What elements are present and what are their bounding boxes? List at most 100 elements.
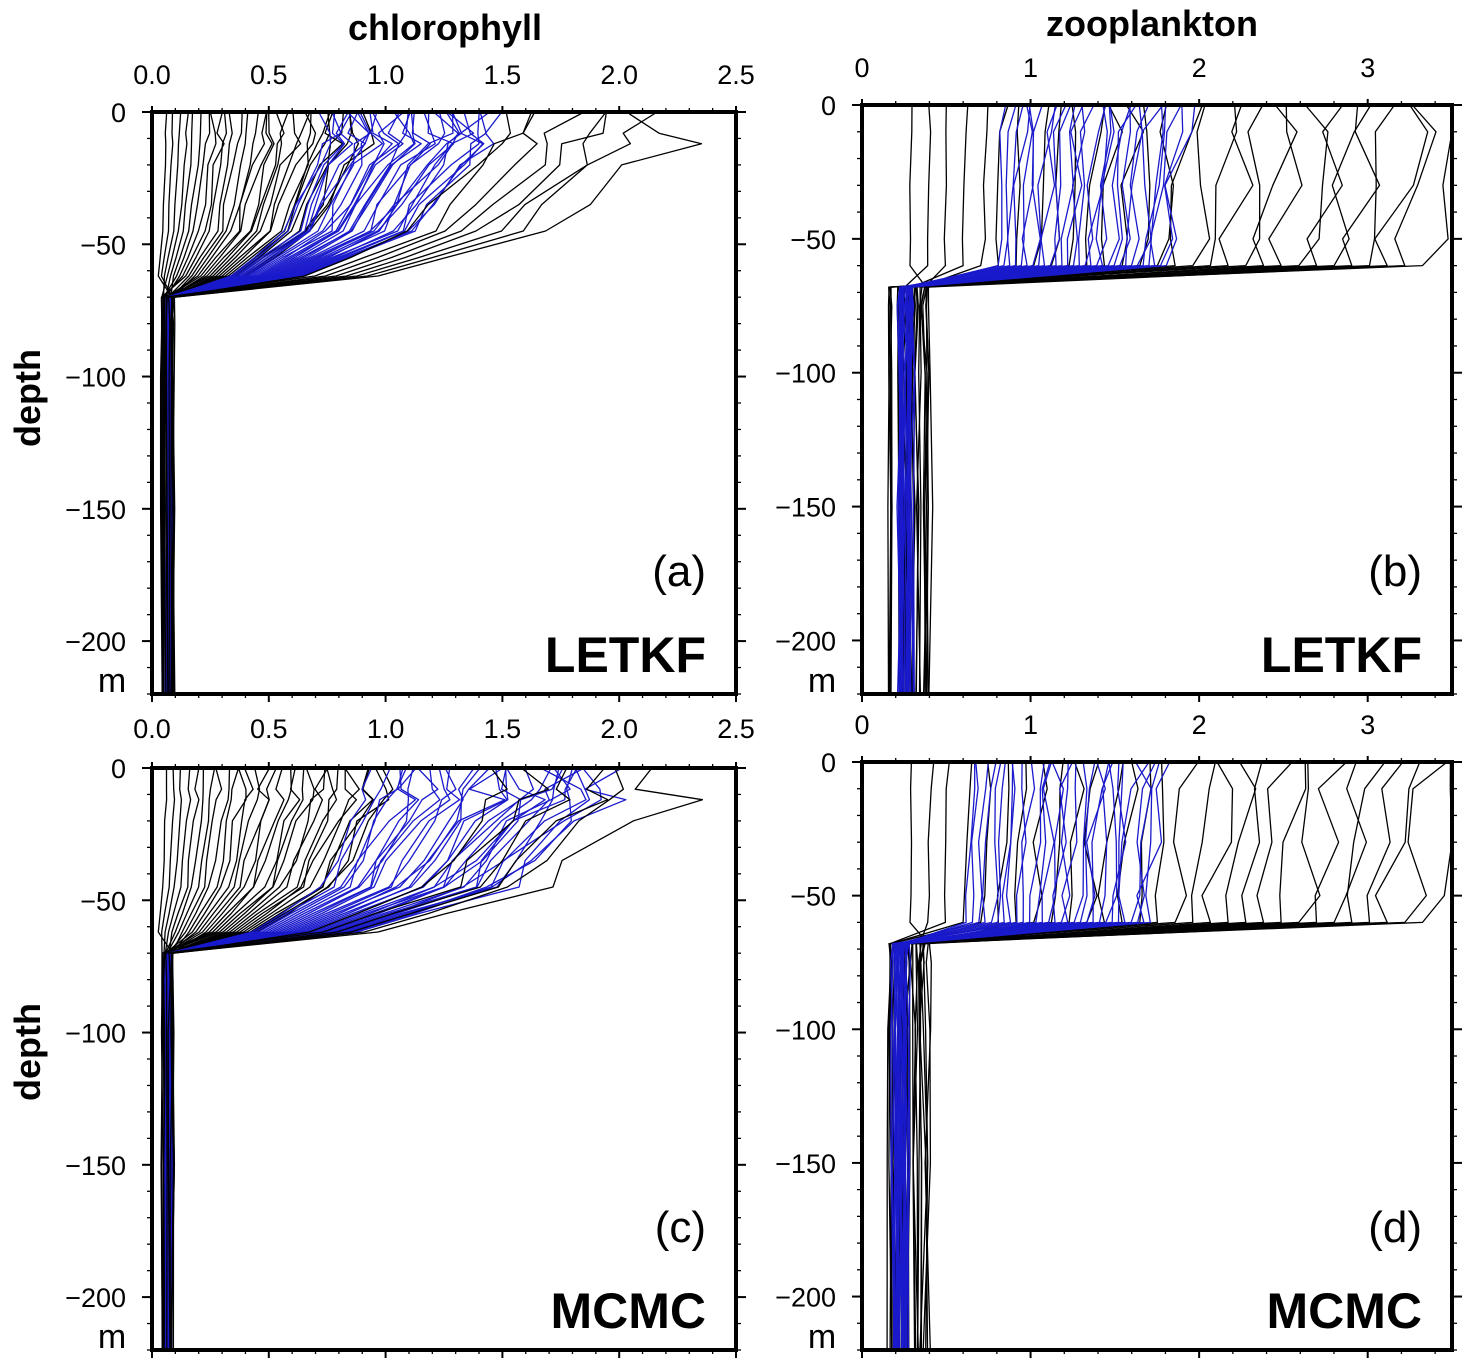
profile-line-a-s1-8	[165, 111, 370, 695]
method-label-d: MCMC	[1266, 1283, 1422, 1339]
y-tick-label-b-4: −200	[775, 626, 836, 656]
x-tick-label-bottom-a-2: 1.0	[367, 714, 405, 744]
x-tick-label-bottom-a-3: 1.5	[484, 714, 522, 744]
profile-line-a-s2-0	[170, 111, 512, 695]
profile-line-b-s0-26	[888, 104, 1396, 695]
unit-label-b: m	[808, 662, 836, 700]
profile-line-b-s1-13	[908, 104, 1086, 695]
x-tick-label-top-a-2: 1.0	[367, 60, 405, 90]
profile-line-c-s1-15	[168, 767, 506, 1351]
profile-line-b-s1-28	[899, 104, 1184, 695]
profile-line-d-s1-27	[900, 761, 1157, 1351]
profile-line-c-s0-20	[168, 767, 326, 1351]
profile-line-a-s0-28	[161, 111, 360, 695]
x-tick-label-top-d-1: 1	[1023, 710, 1038, 740]
x-tick-label-top-b-0: 0	[854, 53, 869, 83]
row-title-depth-bottom: depth	[7, 1003, 48, 1101]
profile-line-a-s1-31	[166, 111, 503, 695]
y-tick-label-c-3: −150	[65, 1151, 126, 1181]
plot-frame-c	[150, 766, 738, 1352]
profile-line-b-s1-18	[900, 104, 1115, 695]
y-tick-label-b-2: −100	[775, 359, 836, 389]
profile-line-d-s0-13	[900, 761, 1152, 1351]
profile-line-a-s1-30	[167, 111, 487, 695]
profile-line-d-s0-11	[903, 761, 1124, 1351]
profile-line-a-s2-2	[170, 111, 538, 695]
x-tick-label-bottom-a-0: 0.0	[133, 714, 171, 744]
y-tick-label-c-2: −100	[65, 1019, 126, 1049]
method-label-a: LETKF	[545, 627, 706, 683]
profile-line-a-s1-11	[166, 111, 400, 695]
profile-line-b-s1-25	[898, 104, 1167, 694]
y-tick-label-c-0: 0	[111, 754, 126, 784]
profile-line-c-s0-23	[165, 767, 339, 1351]
y-tick-label-d-4: −200	[775, 1283, 836, 1313]
panel-d-zooplankton-mcmc: 0 1 2 3 0 −50 −100 −150 −200 m (d) MCMC	[775, 710, 1462, 1358]
profile-line-a-s1-15	[165, 111, 416, 695]
y-tick-label-a-0: 0	[111, 98, 126, 128]
profile-line-b-s1-19	[905, 104, 1132, 695]
profile-line-a-s1-28	[167, 111, 490, 695]
profile-line-b-s0-12	[905, 104, 1145, 695]
profile-line-b-s1-23	[896, 104, 1150, 695]
method-label-c: MCMC	[550, 1283, 706, 1339]
profile-line-a-s0-17	[166, 111, 285, 695]
profile-line-a-s2-5	[165, 111, 607, 695]
panel-label-d: (d)	[1368, 1203, 1422, 1252]
y-tick-label-d-0: 0	[821, 748, 836, 778]
profile-line-a-s0-20	[168, 111, 311, 695]
x-tick-label-top-d-3: 3	[1360, 710, 1375, 740]
profile-line-c-s1-18	[168, 767, 522, 1351]
profile-line-b-s0-10	[924, 104, 1106, 695]
profile-line-b-s1-29	[908, 104, 1196, 695]
profile-line-a-s1-13	[165, 111, 404, 695]
profile-line-b-s0-9	[910, 104, 1077, 695]
profile-line-d-s0-18	[917, 761, 1257, 1351]
x-tick-label-top-b-3: 3	[1360, 53, 1375, 83]
unit-label-a: m	[98, 662, 126, 700]
profile-line-c-s0-18	[162, 767, 305, 1351]
profile-line-b-s0-20	[920, 104, 1298, 695]
profile-line-c-s1-19	[167, 767, 535, 1351]
y-tick-label-d-1: −50	[790, 882, 836, 912]
profile-line-b-s0-22	[887, 104, 1329, 695]
column-title-chlorophyll: chlorophyll	[348, 7, 542, 48]
profile-line-c-s1-6	[166, 767, 414, 1351]
profile-line-d-s0-8	[918, 761, 1064, 1351]
panel-label-b: (b)	[1368, 547, 1422, 596]
profile-line-a-s1-7	[165, 111, 371, 695]
y-tick-label-c-1: −50	[80, 886, 126, 916]
profile-line-b-s0-29	[901, 105, 1453, 695]
profile-line-b-s0-14	[927, 104, 1175, 695]
profile-line-c-s0-17	[160, 767, 301, 1351]
column-title-zooplankton: zooplankton	[1046, 3, 1258, 44]
x-tick-label-bottom-a-5: 2.5	[717, 714, 755, 744]
x-tick-label-top-a-1: 0.5	[250, 60, 288, 90]
profile-line-c-s0-16	[160, 767, 292, 1350]
y-tick-label-b-3: −150	[775, 493, 836, 523]
profile-line-b-s0-2	[919, 104, 948, 695]
profile-line-a-s0-3	[160, 111, 190, 695]
profile-line-a-s0-22	[162, 111, 312, 695]
y-tick-label-d-2: −100	[775, 1015, 836, 1045]
profile-line-a-s1-14	[166, 111, 415, 695]
profile-line-a-s0-18	[168, 111, 289, 695]
profile-line-d-s0-25	[920, 761, 1386, 1351]
panel-label-c: (c)	[655, 1203, 706, 1252]
profile-line-b-s0-15	[922, 104, 1204, 695]
y-tick-label-a-3: −150	[65, 495, 126, 525]
profile-line-c-s0-21	[169, 767, 329, 1351]
profile-line-b-s0-21	[904, 104, 1303, 695]
y-tick-label-b-0: 0	[821, 91, 836, 121]
profile-line-a-s0-10	[166, 111, 233, 695]
y-tick-label-b-1: −50	[790, 225, 836, 255]
x-tick-label-top-d-2: 2	[1192, 710, 1207, 740]
profile-line-c-s2-1	[165, 767, 550, 1351]
profile-line-b-s1-22	[898, 104, 1143, 695]
profile-line-c-s1-16	[168, 767, 508, 1350]
profile-line-c-s1-8	[164, 767, 441, 1351]
profile-line-c-s2-4	[170, 767, 625, 1351]
profile-line-c-s1-31	[164, 767, 623, 1351]
y-tick-label-a-4: −200	[65, 627, 126, 657]
y-tick-label-d-3: −150	[775, 1149, 836, 1179]
